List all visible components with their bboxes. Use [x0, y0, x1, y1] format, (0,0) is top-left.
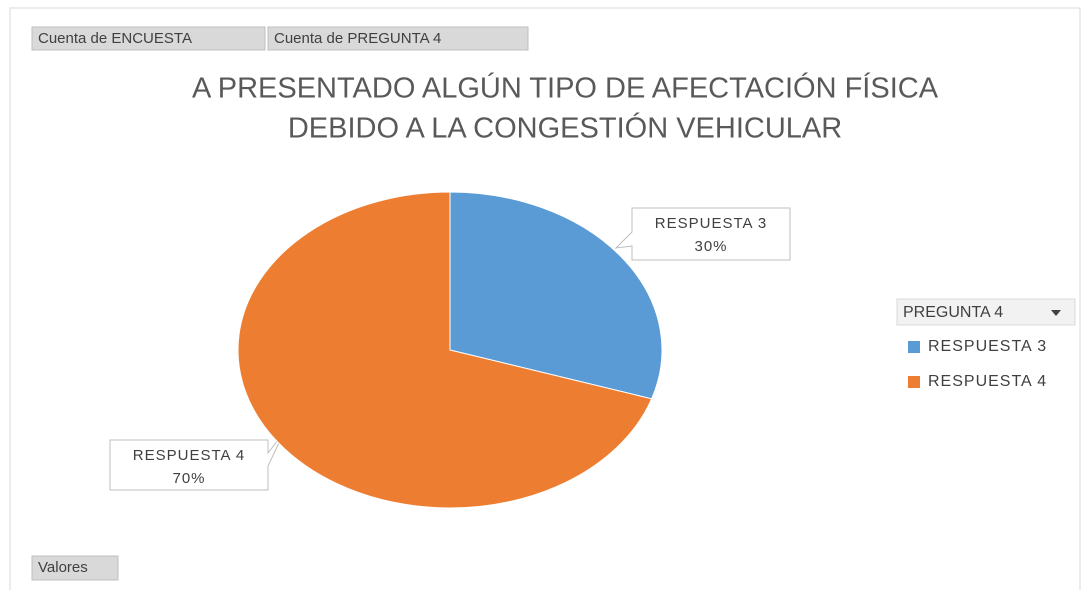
field-button[interactable]	[31, 26, 266, 51]
field-button-label: Cuenta de ENCUESTA	[38, 30, 192, 47]
dropdown-arrow	[1051, 310, 1061, 316]
legend-title-button[interactable]	[896, 298, 1076, 326]
data-label-value: 30%	[694, 238, 727, 255]
pie-slice	[237, 191, 653, 509]
callout-box	[614, 207, 791, 261]
field-button[interactable]	[267, 26, 529, 51]
legend-label: RESPUESTA 3	[928, 338, 1047, 355]
callout-box	[109, 431, 285, 491]
data-label-value: 70%	[172, 470, 205, 487]
pie-slice	[449, 191, 663, 400]
chart-title: A PRESENTADO ALGÚN TIPO DE AFECTACIÓN FÍ…	[192, 72, 939, 105]
legend-title: PREGUNTA 4	[903, 304, 1003, 321]
data-label-category: RESPUESTA 3	[655, 215, 767, 232]
legend-swatch	[908, 341, 920, 353]
data-label-category: RESPUESTA 4	[133, 447, 245, 464]
legend-swatch	[908, 376, 920, 388]
field-button-label: Valores	[38, 559, 88, 576]
field-button-label: Cuenta de PREGUNTA 4	[274, 30, 441, 47]
legend-label: RESPUESTA 4	[928, 373, 1047, 390]
chart-title: DEBIDO A LA CONGESTIÓN VEHICULAR	[288, 112, 842, 145]
field-button[interactable]	[31, 555, 119, 581]
